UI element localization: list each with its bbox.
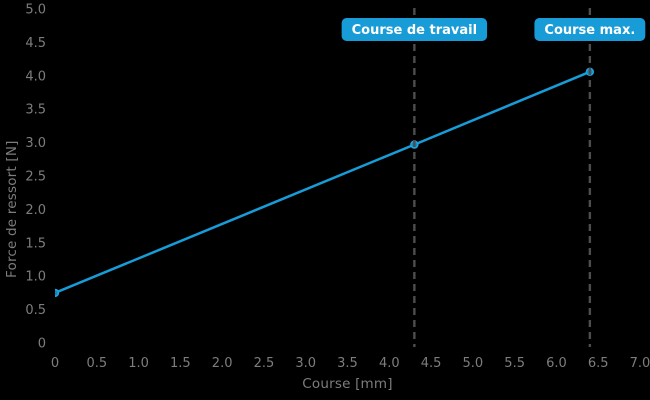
y-tick-label: 3.5 (25, 103, 46, 118)
y-tick-label: 1.0 (25, 270, 46, 285)
y-tick-label: 4.5 (25, 36, 46, 51)
course-de-travail-annotation-chip: Course de travail (341, 18, 488, 41)
x-tick-label: 6.5 (588, 356, 609, 371)
data-point-marker (55, 288, 60, 298)
y-tick-label: 2.0 (25, 203, 46, 218)
x-tick-label: 2.5 (254, 356, 275, 371)
x-axis-tick-labels: 0 0.5 1.0 1.5 2.0 2.5 3.0 3.5 4.0 4.5 5.0 5.5 6.0 6.5… (51, 356, 650, 371)
y-tick-label: 0 (38, 337, 46, 352)
x-tick-label: 1.0 (128, 356, 149, 371)
y-tick-label: 2.5 (25, 170, 46, 185)
y-tick-label: 5.0 (25, 3, 46, 18)
x-tick-label: 0 (51, 356, 59, 371)
x-tick-label: 7.0 (630, 356, 650, 371)
x-tick-label: 6.0 (546, 356, 567, 371)
x-tick-label: 1.5 (170, 356, 191, 371)
course-de-travail-annotation-box (341, 18, 488, 41)
y-tick-label: 4.0 (25, 69, 46, 84)
series-line (55, 70, 592, 295)
y-tick-label: 1.5 (25, 236, 46, 251)
y-axis-tick-labels: 0 0.5 1.0 1.5 2.0 2.5 3.0 3.5 4.0 4.5 5.0 (25, 3, 46, 352)
x-tick-label: 3.0 (295, 356, 316, 371)
x-tick-label: 2.0 (212, 356, 233, 371)
x-tick-label: 3.5 (337, 356, 358, 371)
x-tick-label: 5.0 (463, 356, 484, 371)
course-max-annotation-label: Course max. (544, 23, 635, 38)
course-max-annotation-chip: Course max. (534, 18, 646, 41)
series-force-de-ressort (55, 67, 595, 298)
y-tick-label: 0.5 (25, 303, 46, 318)
x-tick-label: 4.5 (421, 356, 442, 371)
x-tick-label: 5.5 (504, 356, 525, 371)
course-max-annotation-box (534, 18, 646, 41)
x-tick-label: 0.5 (86, 356, 107, 371)
x-tick-label: 4.0 (379, 356, 400, 371)
y-tick-label: 3.0 (25, 136, 46, 151)
course-de-travail-annotation-label: Course de travail (352, 23, 477, 38)
